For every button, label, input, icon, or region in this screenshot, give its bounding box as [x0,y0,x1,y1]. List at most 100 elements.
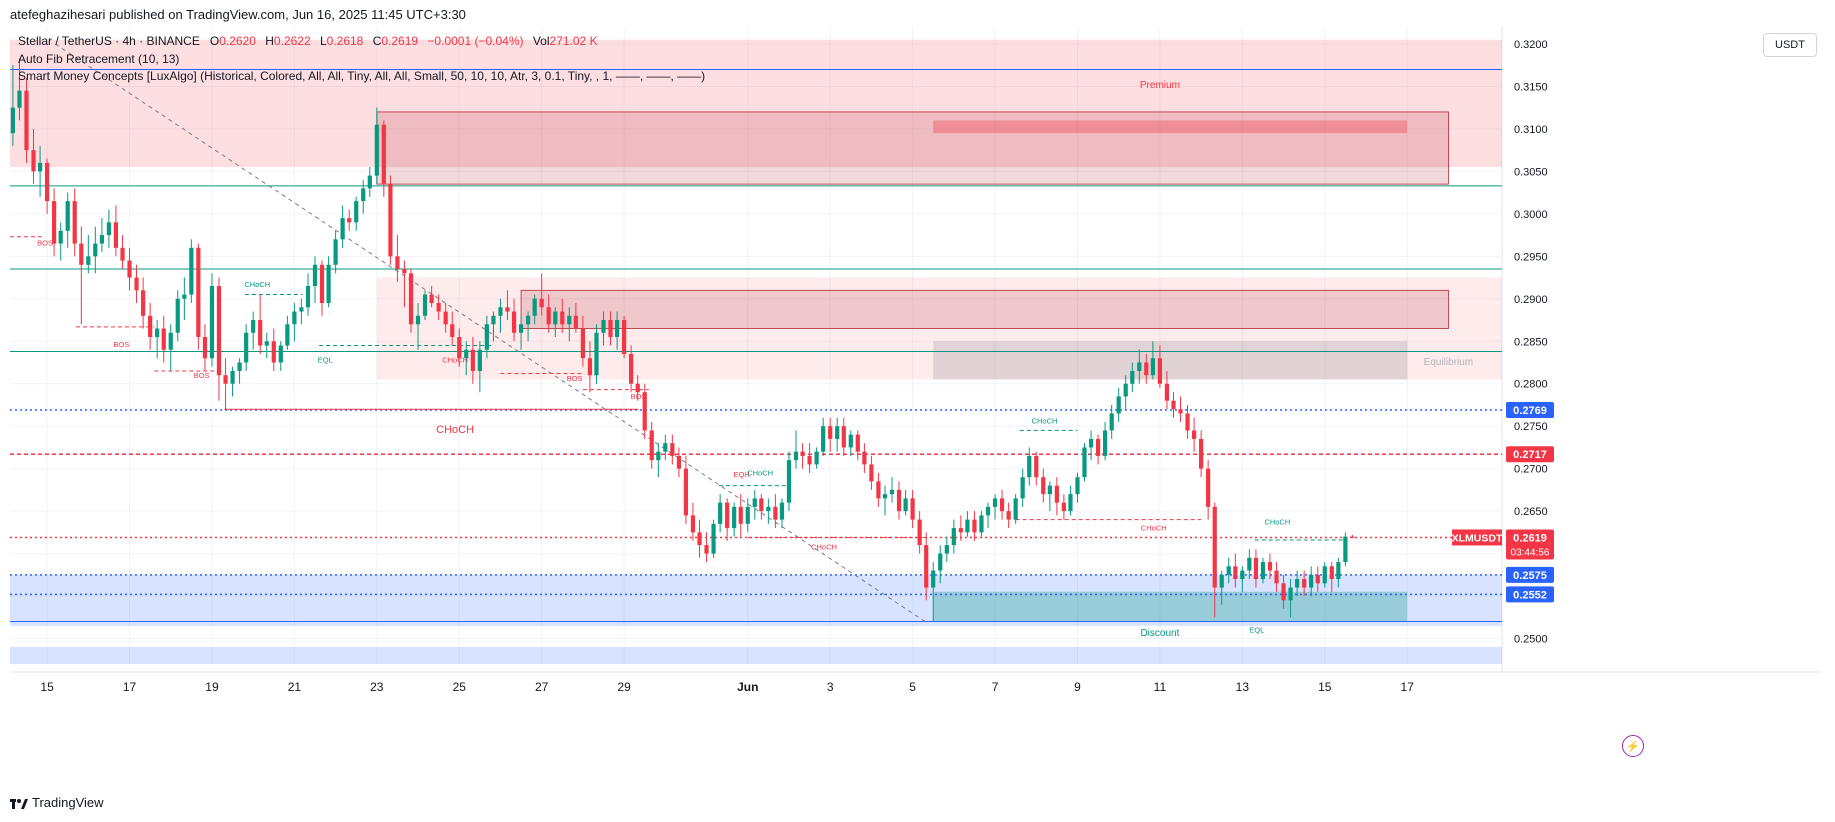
time-tick-label: 13 [1236,680,1250,694]
price-tick-label: 0.2650 [1514,506,1548,518]
candle-body [278,345,283,363]
legend-close-value: 0.2619 [381,34,419,48]
candle-body [697,532,702,546]
candle-body [931,570,936,588]
candle-body [251,320,256,333]
legend-indicator-fib[interactable]: Auto Fib Retracement (10, 13) [18,51,180,66]
structure-label: CHoCH [436,424,474,436]
candle-body [862,451,867,465]
candle-body [821,426,826,452]
lightning-icon[interactable]: ⚡ [1622,735,1644,757]
candle-body [511,311,517,333]
legend-high-value: 0.2622 [273,34,311,48]
candle-body [985,506,991,516]
structure-label: BOS [37,238,53,247]
candle-body [305,286,311,308]
candle-body [855,434,860,452]
candle-body [546,307,551,325]
price-tag-bg [1506,446,1554,463]
candle-body [601,320,606,333]
legend-volume-label: Vol [532,34,550,48]
candle-body [903,498,908,512]
chart-area[interactable]: 0.3200 0.3150 0.3100 0.3050 0.3000 0.2950 0.29… [10,27,1820,792]
structure-label: BOS [194,371,210,380]
structure-label: EQL [318,355,333,364]
legend-low-value: 0.2618 [326,34,364,48]
candle-body [965,519,970,533]
candle-body [711,523,716,554]
candle-body [979,515,984,533]
candle-body [573,315,578,329]
candle-body [1082,447,1087,478]
candle-body [1088,438,1094,448]
candle-body [354,201,359,223]
time-tick-label: 7 [992,680,999,694]
time-tick-label: 17 [1401,680,1415,694]
legend-open-label: O [209,34,220,48]
price-tag-label: 0.2769 [1513,405,1547,417]
candle-body [1137,362,1142,371]
candle-body [642,392,647,431]
candle-body [752,498,757,507]
candle-body [1130,370,1135,384]
candle-body [1006,511,1011,520]
candle-body [629,353,634,384]
candle-body [312,264,318,287]
price-tick-label: 0.2950 [1514,251,1548,263]
candle-body [1034,455,1039,478]
candle-body [10,107,15,134]
candle-body [1150,358,1156,376]
price-tick-label: 0.2900 [1514,294,1548,306]
legend-indicator-smc[interactable]: Smart Money Concepts [LuxAlgo] (Historic… [18,69,706,83]
structure-label: BOS [567,374,583,383]
candle-body [670,443,675,456]
brand-name: TradingView [32,795,104,810]
candle-body [786,460,792,503]
candle-body [223,375,228,384]
price-tick-label: 0.2750 [1514,421,1548,433]
candle-body [635,383,640,393]
order-block-bearish-strong [933,120,1408,134]
candle-body [663,443,668,452]
price-tag-bg [1506,586,1554,603]
candle-body [1281,583,1286,601]
lower-band [10,647,1502,664]
candle-body [148,315,153,338]
candle-body [1027,455,1032,478]
legend-symbol[interactable]: Stellar / TetherUS · 4h · BINANCE [18,34,200,48]
last-price-tag-bg [1506,529,1554,560]
legend-low-label: L [319,34,327,48]
time-tick-label: 21 [288,680,302,694]
candle-body [271,341,276,363]
candlestick-chart[interactable]: 0.3200 0.3150 0.3100 0.3050 0.3000 0.2950 0.29… [10,27,1820,792]
candle-body [216,286,222,376]
candle-body [450,324,455,338]
candle-body [1171,400,1176,410]
candle-body [567,315,572,325]
candle-body [443,311,448,325]
structure-label: CHoCH [1264,518,1290,527]
legend-volume-value: 271.02 K [549,34,598,48]
tradingview-brand[interactable]: TradingView [10,795,104,810]
candle-body [498,307,503,316]
candle-body [196,247,201,338]
candle-body [51,201,57,244]
time-tick-label: 19 [205,680,219,694]
candle-body [594,332,599,376]
candle-body [230,370,235,384]
candle-body [72,201,77,244]
candle-body [725,502,730,529]
candle-body [999,498,1005,512]
candle-body [408,273,414,325]
candle-body [1054,485,1059,503]
currency-button[interactable]: USDT [1763,33,1817,57]
price-tag-label: 0.2717 [1513,449,1547,461]
candle-body [134,277,139,291]
candle-body [683,468,689,516]
candle-body [732,506,737,529]
premium-zone [10,39,1502,168]
candle-body [745,506,750,524]
candle-body [24,90,29,151]
price-tick-label: 0.3150 [1514,81,1548,93]
candle-body [1047,485,1052,495]
